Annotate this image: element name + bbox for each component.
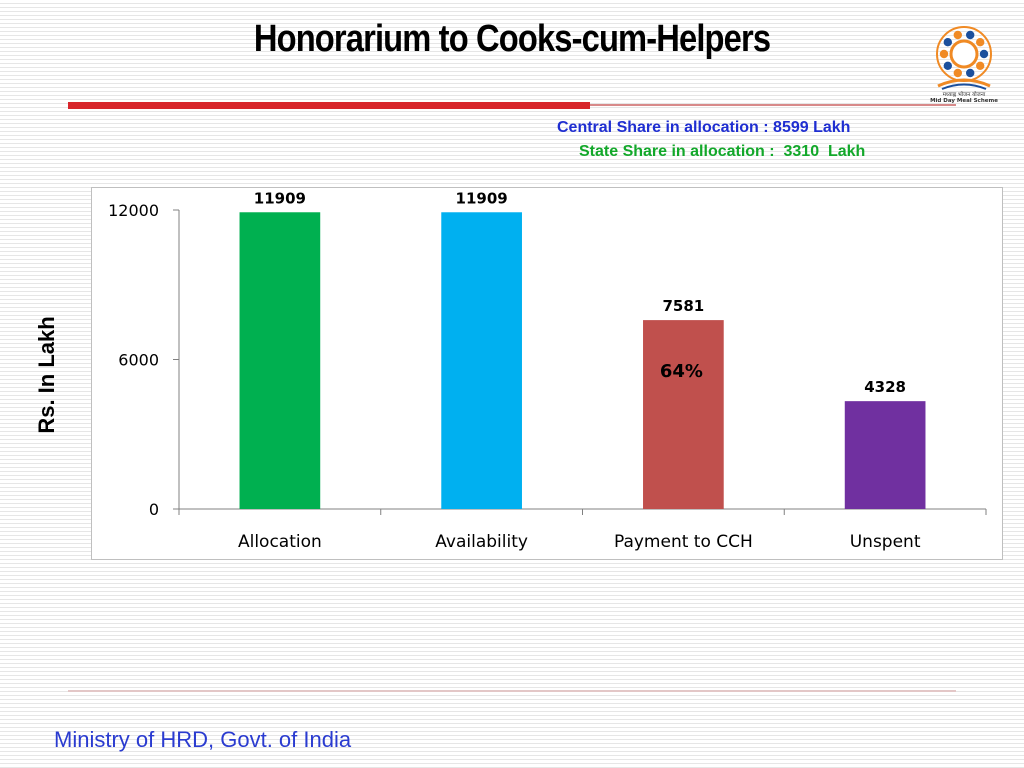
mid-day-meal-scheme-logo-icon: मध्याह्न भोजन योजना Mid Day Meal Scheme [930, 26, 998, 104]
bar-data-label: 11909 [254, 189, 306, 207]
bar-data-label: 7581 [663, 297, 705, 315]
y-tick-label: 6000 [118, 351, 159, 370]
bar [239, 212, 321, 510]
y-axis-label: Rs. In Lakh [34, 316, 59, 434]
slide-title: Honorarium to Cooks-cum-Helpers [253, 18, 771, 60]
central-share-text: Central Share in allocation : 8599 Lakh [557, 119, 851, 136]
state-share-text: State Share in allocation : 3310 Lakh [579, 143, 866, 160]
bar-data-label: 4328 [864, 378, 906, 396]
bar [643, 320, 724, 509]
bar-annotation: 64% [660, 361, 703, 382]
x-tick-label: Availability [435, 532, 528, 552]
footer-text: Ministry of HRD, Govt. of India [54, 727, 352, 752]
title-underline [68, 102, 590, 109]
logo-text-english: Mid Day Meal Scheme [930, 98, 998, 104]
y-tick-label: 0 [149, 500, 159, 519]
title-underline-thin [590, 104, 956, 106]
x-tick-label: Allocation [238, 532, 322, 552]
bar-data-label: 11909 [456, 189, 508, 207]
x-tick-label: Unspent [850, 532, 921, 552]
bar [844, 401, 926, 509]
y-tick-label: 12000 [108, 201, 159, 220]
x-tick-label: Payment to CCH [614, 532, 753, 552]
footer-divider [68, 690, 956, 692]
logo-text-hindi: मध्याह्न भोजन योजना [943, 91, 986, 98]
bar [441, 212, 522, 510]
